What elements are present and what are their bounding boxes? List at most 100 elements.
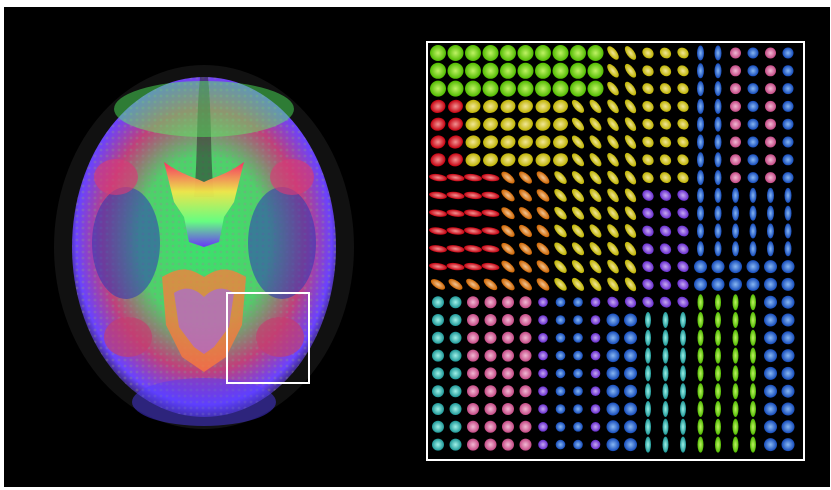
tensor-glyph (659, 207, 672, 219)
tensor-glyph (484, 349, 497, 362)
tensor-glyph (484, 367, 497, 380)
tensor-glyph (481, 227, 500, 235)
tensor-glyph (729, 260, 742, 274)
tensor-glyph (590, 297, 601, 307)
tensor-glyph (624, 277, 637, 292)
tensor-glyph (680, 383, 686, 400)
tensor-glyph (782, 83, 794, 95)
tensor-glyph (642, 225, 654, 237)
tensor-glyph (500, 99, 516, 113)
tensor-glyph (732, 418, 739, 435)
tensor-glyph (446, 173, 465, 182)
tensor-glyph (642, 136, 654, 148)
tensor-glyph (466, 278, 480, 291)
tensor-glyph (571, 224, 585, 238)
tensor-glyph (518, 153, 533, 167)
tensor-glyph (432, 367, 444, 380)
tensor-glyph (747, 47, 759, 59)
tensor-glyph (642, 296, 654, 308)
tensor-glyph (750, 383, 756, 400)
region-of-interest-box-icon (226, 292, 310, 384)
tensor-glyph (446, 262, 465, 271)
tensor-glyph (571, 242, 585, 256)
tensor-glyph (519, 403, 532, 415)
tensor-glyph (535, 80, 551, 97)
tensor-glyph (589, 171, 602, 185)
tensor-glyph (483, 278, 498, 291)
tensor-glyph (536, 224, 550, 238)
tensor-glyph (536, 260, 550, 273)
tensor-glyph (573, 315, 583, 325)
tensor-glyph (538, 386, 548, 397)
tensor-glyph (589, 99, 602, 113)
tensor-glyph (481, 191, 500, 200)
tensor-glyph (624, 438, 637, 452)
tensor-glyph (481, 262, 500, 271)
tensor-glyph (764, 277, 777, 291)
tensor-glyph (642, 83, 654, 95)
tensor-glyph (781, 366, 795, 380)
tensor-glyph (519, 349, 532, 362)
tensor-glyph (697, 98, 704, 114)
tensor-glyph (589, 188, 602, 202)
tensor-glyph (645, 383, 651, 400)
tensor-glyph (715, 347, 721, 364)
tensor-glyph (624, 46, 637, 60)
tensor-glyph (697, 205, 704, 221)
tensor-glyph (589, 206, 602, 220)
tensor-glyph (432, 385, 444, 398)
tensor-glyph (624, 349, 637, 363)
tensor-glyph (782, 47, 794, 59)
tensor-glyph (750, 347, 756, 364)
tensor-glyph (607, 206, 619, 220)
tensor-glyph (765, 136, 776, 148)
tensor-glyph (730, 47, 741, 59)
tensor-glyph (749, 205, 757, 221)
tensor-glyph (481, 209, 500, 217)
tensor-glyph (697, 152, 704, 168)
brain-axial-slice-icon (54, 65, 354, 429)
tensor-glyph (729, 277, 742, 291)
tensor-glyph (624, 170, 637, 185)
tensor-glyph (587, 62, 604, 79)
tensor-glyph (554, 260, 567, 273)
tensor-glyph (449, 420, 462, 433)
tensor-glyph (538, 333, 548, 343)
tensor-glyph (483, 99, 498, 113)
tensor-glyph (481, 245, 500, 253)
tensor-glyph (467, 438, 479, 451)
tensor-glyph (590, 315, 601, 325)
tensor-glyph (607, 135, 619, 149)
tensor-glyph (589, 260, 602, 274)
tensor-glyph (677, 207, 689, 219)
tensor-glyph (697, 383, 704, 400)
tensor-glyph (432, 331, 444, 344)
tensor-glyph (697, 241, 704, 257)
tensor-glyph (464, 245, 482, 253)
tensor-glyph (765, 65, 776, 77)
tensor-glyph (519, 207, 532, 220)
tensor-glyph (501, 225, 515, 237)
tensor-glyph (747, 118, 759, 130)
tensor-glyph (662, 383, 669, 400)
tensor-glyph (589, 242, 602, 256)
tensor-glyph (535, 135, 551, 149)
tensor-glyph (642, 100, 654, 112)
tensor-glyph (732, 312, 739, 328)
tensor-glyph (535, 62, 551, 79)
tensor-glyph (624, 188, 637, 203)
tensor-glyph (449, 385, 462, 398)
tensor-glyph (449, 314, 462, 326)
figure-canvas (4, 7, 830, 487)
tensor-glyph (538, 315, 548, 325)
tensor-glyph (677, 118, 689, 130)
tensor-glyph (467, 296, 479, 309)
tensor-glyph (555, 315, 566, 325)
tensor-glyph (502, 403, 514, 415)
tensor-glyph (573, 297, 583, 307)
tensor-glyph (747, 136, 759, 148)
tensor-glyph (590, 404, 601, 414)
tensor-glyph (517, 80, 534, 97)
tensor-glyph (555, 333, 566, 343)
tensor-glyph (624, 81, 637, 96)
